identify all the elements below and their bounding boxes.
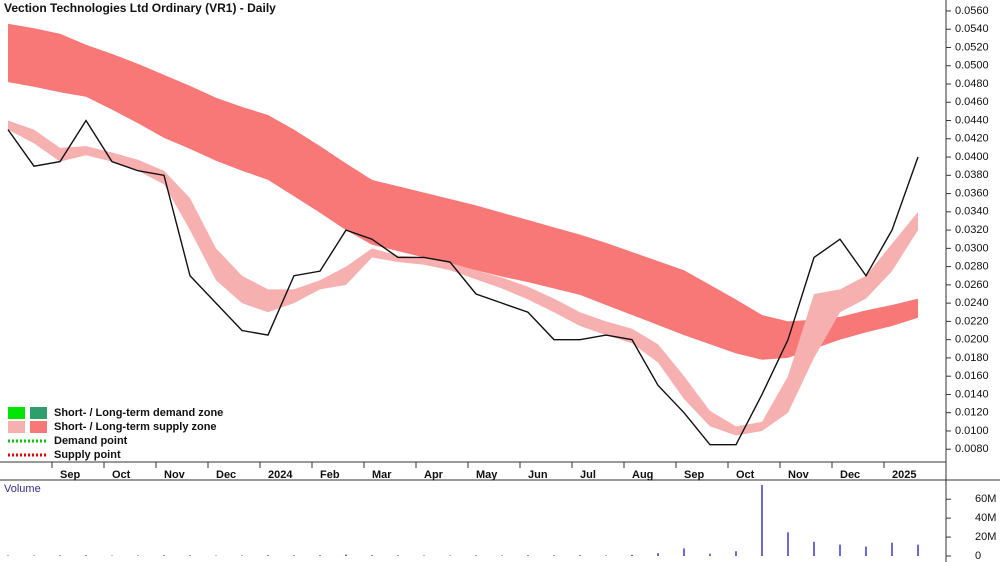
legend-label: Short- / Long-term demand zone <box>54 407 223 419</box>
x-tick-label: Dec <box>216 469 236 481</box>
y-tick-label: 0.0260 <box>955 279 989 291</box>
y-tick-label: 0.0340 <box>955 206 989 218</box>
x-tick-label: Dec <box>840 469 860 481</box>
volume-bar <box>605 555 607 556</box>
y-tick-label: 0.0240 <box>955 297 989 309</box>
volume-bar <box>917 544 919 556</box>
y-tick-label: 0.0180 <box>955 352 989 364</box>
volume-title: Volume <box>4 483 41 495</box>
x-tick-label: 2024 <box>268 469 293 481</box>
volume-bar <box>397 555 399 556</box>
y-tick-label: 0.0160 <box>955 370 989 382</box>
y-tick-label: 0.0100 <box>955 425 989 437</box>
x-tick-label: Feb <box>320 469 340 481</box>
volume-bar <box>7 555 9 556</box>
y-tick-label: 0.0560 <box>955 5 989 17</box>
volume-bar <box>553 555 555 556</box>
legend-swatch <box>8 407 25 419</box>
y-tick-label: 0.0460 <box>955 96 989 108</box>
price-line <box>7 119 919 446</box>
volume-bar <box>163 555 165 556</box>
y-tick-label: 0.0140 <box>955 388 989 400</box>
volume-bar <box>501 555 503 556</box>
y-tick-label: 20M <box>975 531 996 543</box>
zone-band <box>8 23 918 360</box>
y-tick-label: 0.0220 <box>955 315 989 327</box>
y-tick-label: 0.0080 <box>955 443 989 455</box>
y-tick-label: 0.0380 <box>955 169 989 181</box>
y-tick-label: 0.0440 <box>955 114 989 126</box>
x-tick-label: Sep <box>684 469 704 481</box>
legend-label: Demand point <box>54 435 128 447</box>
y-tick-label: 0.0200 <box>955 334 989 346</box>
legend-swatch <box>30 421 47 433</box>
volume-bar <box>475 555 477 556</box>
y-tick-label: 0.0500 <box>955 60 989 72</box>
y-tick-label: 0.0120 <box>955 407 989 419</box>
volume-bar <box>865 546 867 556</box>
x-tick-label: Aug <box>632 469 653 481</box>
volume-bar <box>345 554 347 556</box>
volume-bar <box>267 555 269 556</box>
x-tick-label: Jul <box>580 469 596 481</box>
y-tick-label: 0.0360 <box>955 187 989 199</box>
volume-bar <box>319 555 321 556</box>
y-tick-label: 0 <box>975 550 981 562</box>
volume-bar <box>241 555 243 556</box>
y-tick-label: 0.0320 <box>955 224 989 236</box>
x-tick-label: Jun <box>528 469 548 481</box>
y-tick-label: 40M <box>975 512 996 524</box>
volume-bar <box>709 553 711 556</box>
x-tick-label: Oct <box>112 469 131 481</box>
volume-bar <box>423 555 425 556</box>
volume-bar <box>371 555 373 556</box>
x-tick-label: Apr <box>424 469 444 481</box>
volume-bar <box>735 551 737 556</box>
volume-bar <box>631 554 633 556</box>
volume-bar <box>527 555 529 556</box>
x-tick-label: 2025 <box>892 469 916 481</box>
volume-bar <box>59 555 61 556</box>
y-tick-label: 0.0520 <box>955 41 989 53</box>
legend-label: Supply point <box>54 449 121 461</box>
x-tick-label: Sep <box>60 469 80 481</box>
y-tick-label: 0.0280 <box>955 261 989 273</box>
zone-band <box>8 120 918 436</box>
legend-label: Short- / Long-term supply zone <box>54 421 217 433</box>
volume-bar <box>683 548 685 556</box>
x-tick-label: Nov <box>164 469 186 481</box>
x-tick-label: Mar <box>372 469 392 481</box>
x-tick-label: Nov <box>788 469 810 481</box>
volume-bar <box>891 542 893 556</box>
y-tick-label: 0.0300 <box>955 242 989 254</box>
volume-bar <box>85 555 87 556</box>
volume-bar <box>839 544 841 556</box>
volume-bar <box>189 555 191 556</box>
volume-bar <box>761 485 763 556</box>
volume-bar <box>293 555 295 556</box>
y-tick-label: 0.0400 <box>955 151 989 163</box>
volume-bar <box>137 555 139 556</box>
y-tick-label: 60M <box>975 493 996 505</box>
volume-bar <box>657 553 659 556</box>
x-tick-label: Oct <box>736 469 755 481</box>
y-tick-label: 0.0480 <box>955 78 989 90</box>
volume-bar <box>813 541 815 556</box>
y-tick-label: 0.0420 <box>955 133 989 145</box>
legend-swatch <box>30 407 47 419</box>
volume-bar <box>579 555 581 556</box>
x-tick-label: May <box>476 469 498 481</box>
volume-bar <box>787 532 789 556</box>
chart-title: Vection Technologies Ltd Ordinary (VR1) … <box>4 1 276 15</box>
legend-swatch <box>8 421 25 433</box>
y-tick-label: 0.0540 <box>955 23 989 35</box>
